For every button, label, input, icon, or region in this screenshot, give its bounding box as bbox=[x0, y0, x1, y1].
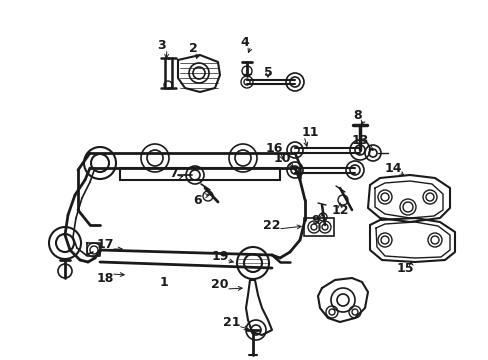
Text: 9: 9 bbox=[311, 213, 320, 226]
Text: 5: 5 bbox=[263, 66, 272, 78]
Bar bbox=[304, 218, 333, 236]
Text: 14: 14 bbox=[384, 162, 401, 175]
Text: 7: 7 bbox=[169, 166, 178, 180]
Text: 3: 3 bbox=[156, 39, 165, 51]
Text: 10: 10 bbox=[273, 152, 290, 165]
Text: 20: 20 bbox=[211, 279, 228, 292]
Text: 17: 17 bbox=[96, 239, 114, 252]
Text: 15: 15 bbox=[395, 261, 413, 275]
Text: 1: 1 bbox=[159, 276, 168, 289]
Text: 4: 4 bbox=[240, 36, 249, 49]
Text: 6: 6 bbox=[193, 194, 202, 207]
Text: 11: 11 bbox=[301, 126, 318, 139]
Text: 21: 21 bbox=[223, 315, 240, 328]
Text: 19: 19 bbox=[211, 249, 228, 262]
Text: 2: 2 bbox=[188, 41, 197, 54]
Text: 22: 22 bbox=[263, 219, 280, 231]
Text: 16: 16 bbox=[265, 141, 282, 154]
Text: 8: 8 bbox=[353, 108, 362, 122]
Text: 18: 18 bbox=[96, 271, 113, 284]
Text: 13: 13 bbox=[350, 134, 368, 147]
Text: 12: 12 bbox=[330, 203, 348, 216]
